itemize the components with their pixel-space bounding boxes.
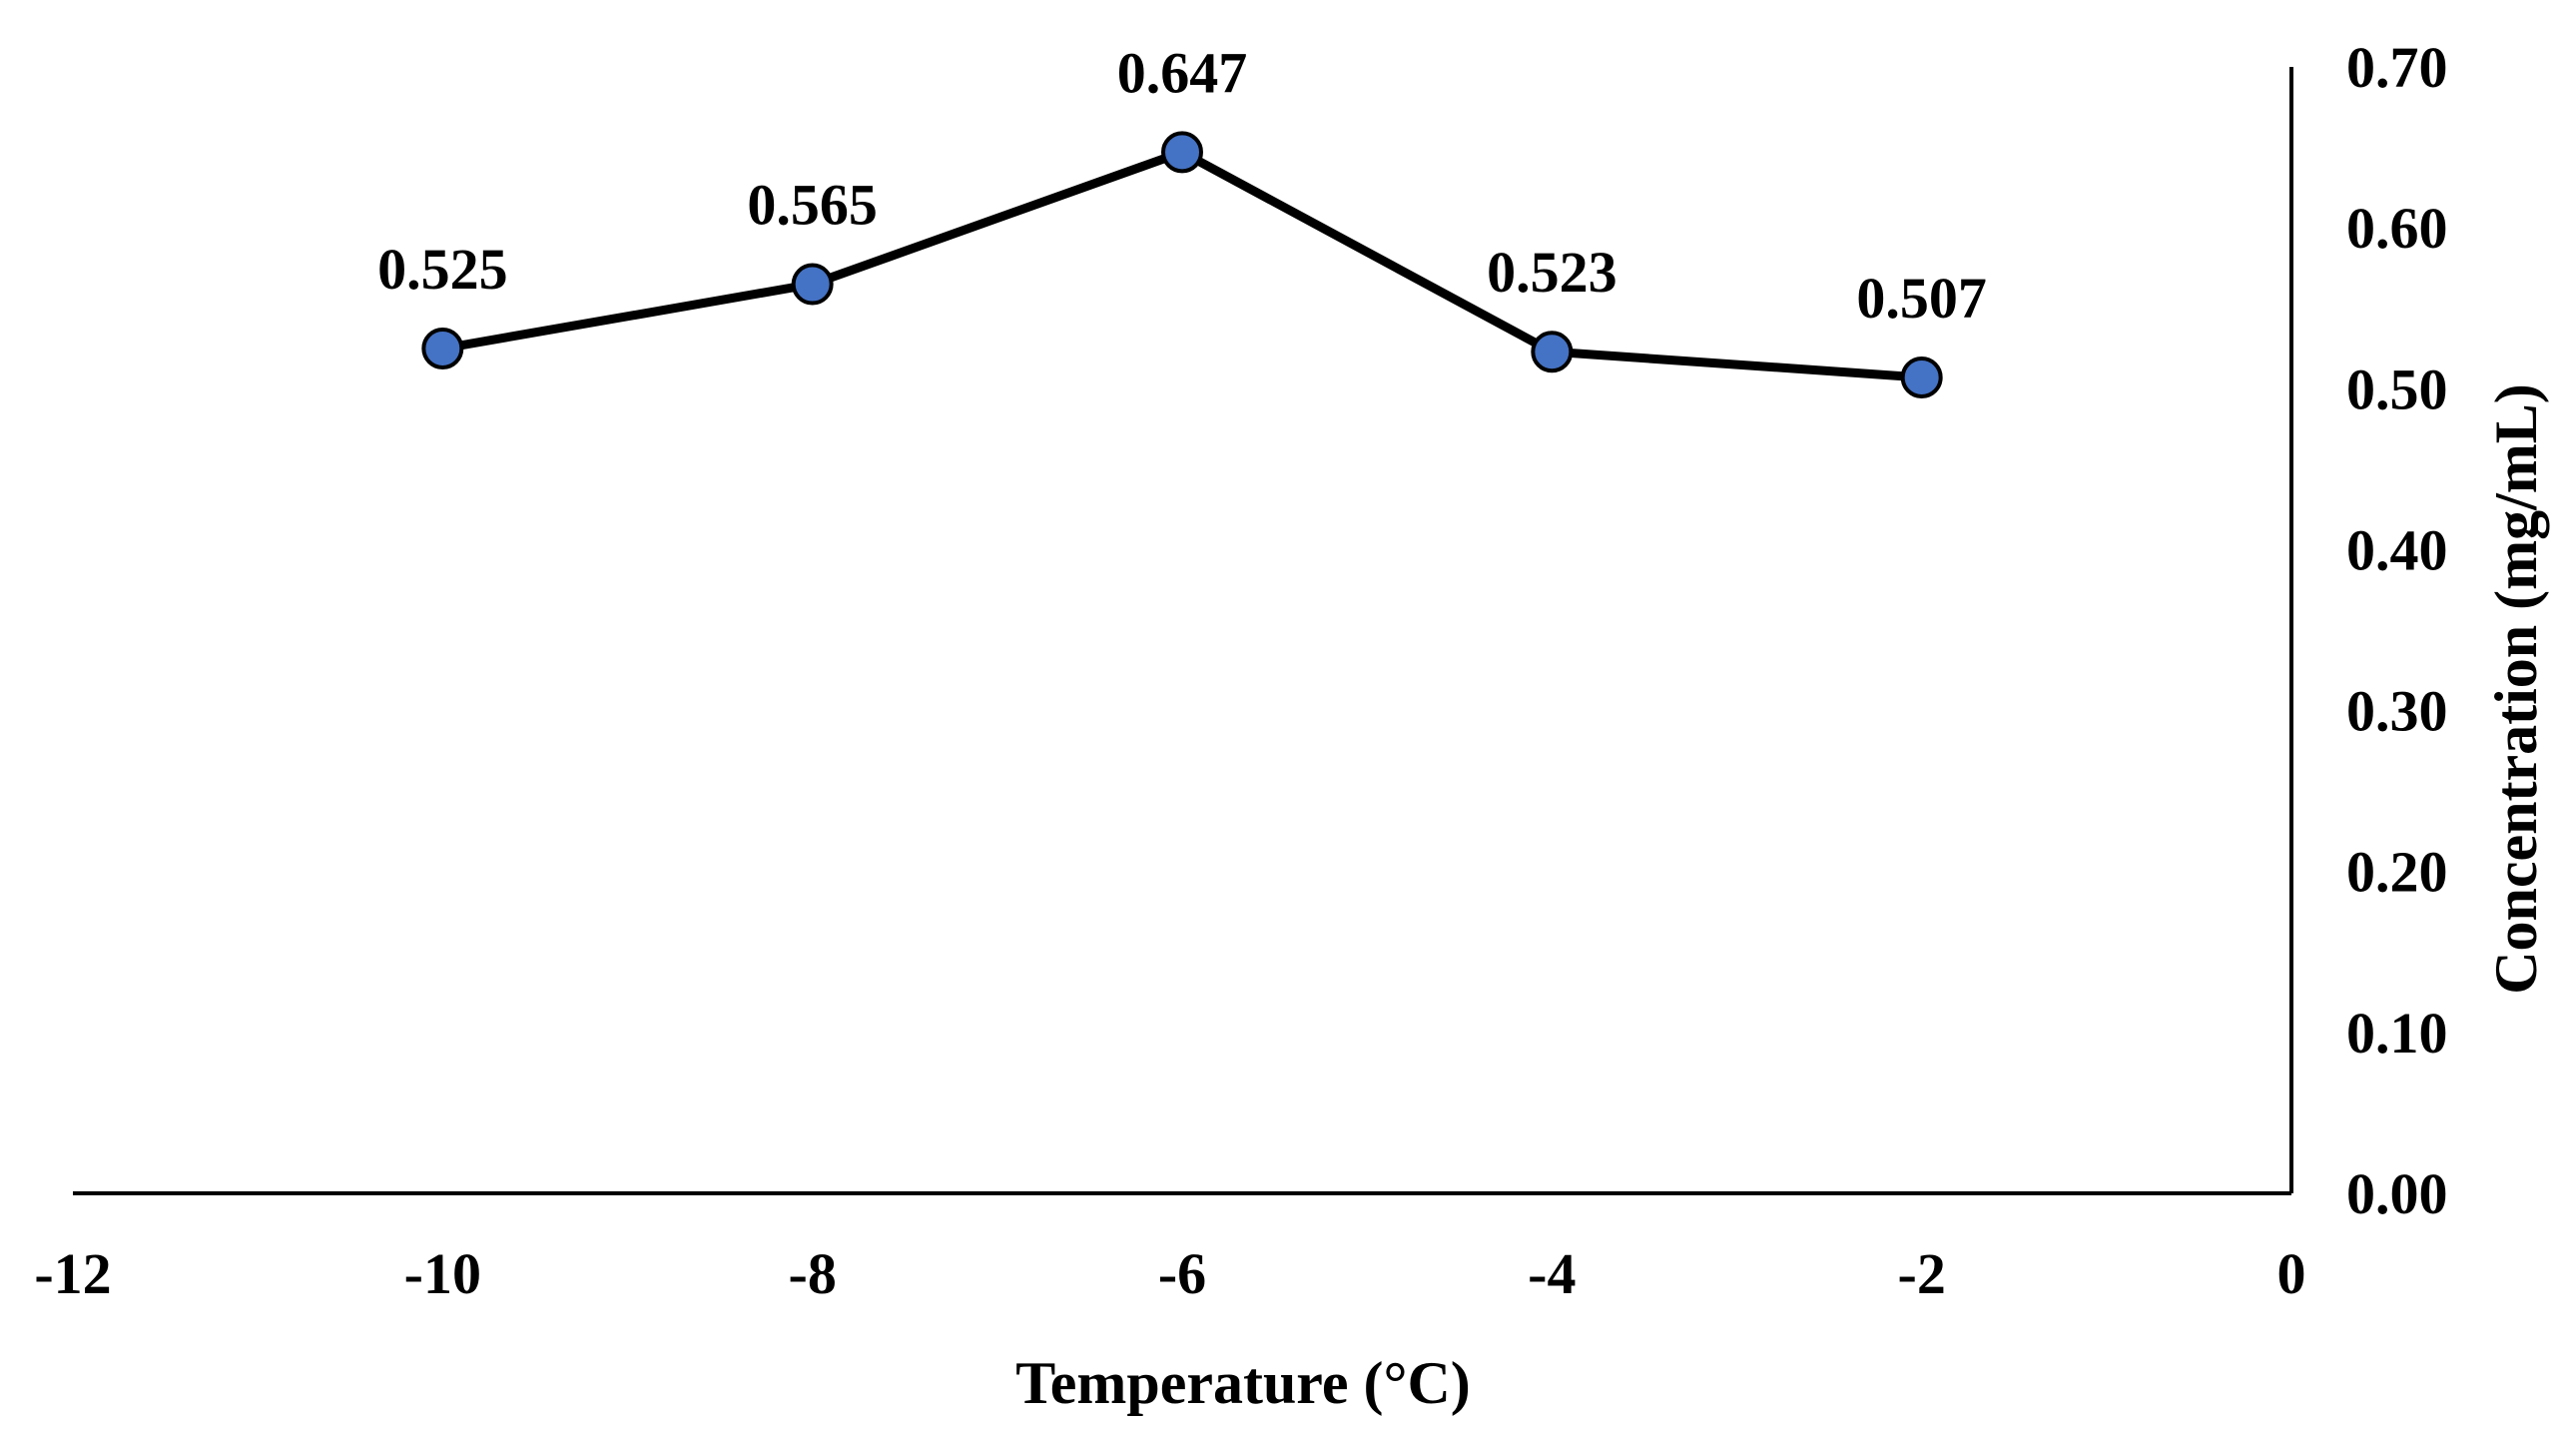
- x-tick-label: -8: [789, 1241, 837, 1306]
- y-axis-title: Concentration (mg/mL): [2483, 383, 2549, 995]
- data-label: 0.525: [377, 237, 508, 302]
- data-point-marker: [1161, 131, 1203, 174]
- data-label: 0.647: [1117, 40, 1248, 105]
- y-tick-label: 0.40: [2346, 517, 2448, 582]
- x-tick-label: -6: [1158, 1241, 1206, 1306]
- y-tick-label: 0.20: [2346, 840, 2448, 905]
- data-label: 0.565: [747, 173, 878, 238]
- x-axis-title: Temperature (°C): [1015, 1350, 1471, 1416]
- x-tick-label: -4: [1528, 1241, 1576, 1306]
- data-labels: 0.525 0.565 0.647 0.523 0.507: [377, 40, 1987, 331]
- data-label: 0.523: [1487, 240, 1617, 305]
- data-point-marker: [1900, 357, 1943, 399]
- x-tick-label: -12: [34, 1241, 111, 1306]
- data-label: 0.507: [1856, 266, 1987, 331]
- x-tick-label: -10: [404, 1241, 481, 1306]
- series-line: [441, 147, 1922, 382]
- x-tick-labels: -12 -10 -8 -6 -4 -2 0: [34, 1241, 2305, 1306]
- x-tick-label: 0: [2277, 1241, 2306, 1306]
- y-tick-label: 0.70: [2346, 35, 2448, 100]
- y-tick-label: 0.30: [2346, 679, 2448, 744]
- y-tick-label: 0.00: [2346, 1161, 2448, 1226]
- series-layer: [421, 131, 1943, 399]
- data-point-marker: [791, 263, 834, 306]
- y-tick-label: 0.10: [2346, 1001, 2448, 1066]
- y-tick-label: 0.50: [2346, 357, 2448, 421]
- data-point-marker: [421, 328, 464, 369]
- data-point-marker: [1531, 331, 1574, 373]
- x-tick-label: -2: [1898, 1241, 1946, 1306]
- y-tick-labels: 0.00 0.10 0.20 0.30 0.40 0.50 0.60 0.70: [2346, 35, 2448, 1226]
- y-tick-label: 0.60: [2346, 196, 2448, 261]
